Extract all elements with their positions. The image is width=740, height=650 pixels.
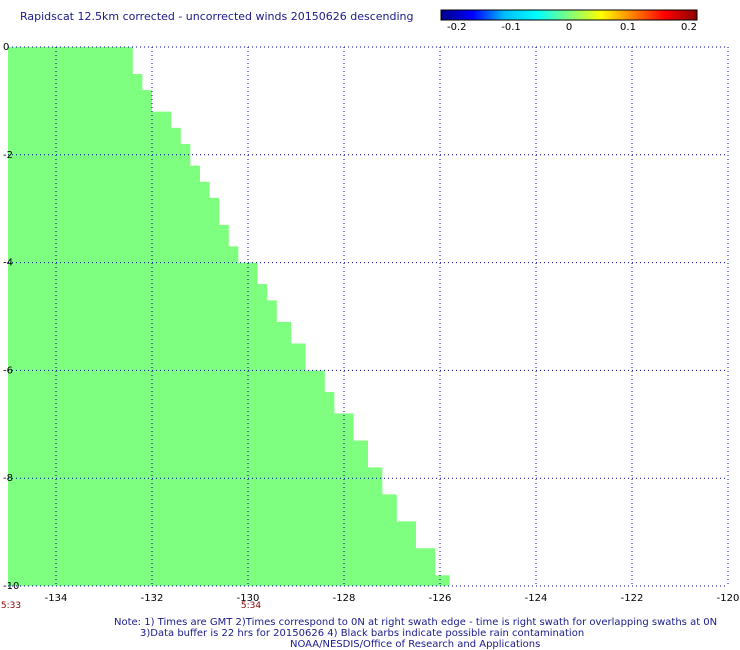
map-title: Rapidscat 12.5km corrected - uncorrected… <box>20 10 413 23</box>
lon-tick-label: -132 <box>141 593 164 604</box>
note-line-1: Note: 1) Times are GMT 2)Times correspon… <box>114 617 717 628</box>
colorbar-legend: -0.2 -0.1 0 0.1 0.2 <box>440 9 698 33</box>
lon-tick-label: -126 <box>429 593 452 604</box>
swath-time-label: 5:33 <box>1 601 21 611</box>
colorbar-tick-label: 0.1 <box>620 22 636 33</box>
lat-tick-label: -2 <box>3 150 13 161</box>
lon-tick-label: -120 <box>717 593 740 604</box>
lat-tick-label: -4 <box>3 258 13 269</box>
lat-tick-label: -8 <box>3 473 13 484</box>
lon-tick-label: -128 <box>333 593 356 604</box>
colorbar-tick-label: 0.2 <box>681 22 697 33</box>
colorbar-tick-label: -0.2 <box>447 22 467 33</box>
lat-tick-label: -10 <box>3 581 19 592</box>
credit-line: NOAA/NESDIS/Office of Research and Appli… <box>290 639 540 650</box>
lat-tick-label: -6 <box>3 365 13 376</box>
note-line-2: 3)Data buffer is 22 hrs for 20150626 4) … <box>140 628 584 639</box>
swath-time-label: 5:34 <box>241 601 261 611</box>
colorbar-tick-label: 0 <box>566 22 572 33</box>
graticule-grid <box>8 46 729 587</box>
lon-tick-label: -122 <box>621 593 644 604</box>
swath-data-fill <box>8 47 460 586</box>
lon-tick-label: -134 <box>45 593 68 604</box>
lat-tick-label: 0 <box>3 42 9 53</box>
colorbar-gradient <box>441 10 697 20</box>
colorbar-tick-label: -0.1 <box>501 22 521 33</box>
colorbar-frame <box>440 9 698 21</box>
lon-tick-label: -130 <box>237 593 260 604</box>
lon-tick-label: -124 <box>525 593 548 604</box>
